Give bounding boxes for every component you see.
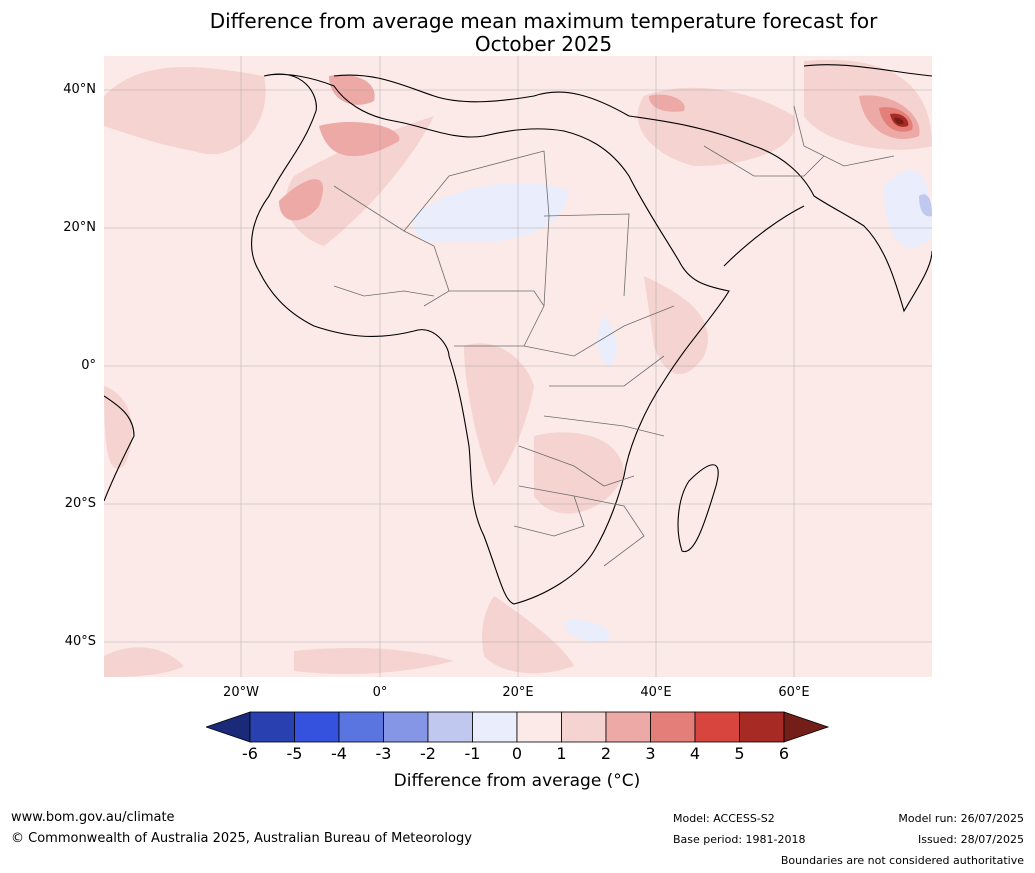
colorbar-tick-label: 0 bbox=[511, 744, 523, 763]
lat-label-20n: 20°N bbox=[63, 220, 96, 235]
forecast-map bbox=[104, 56, 932, 677]
colorbar-tick-label: 2 bbox=[600, 744, 612, 763]
colorbar-cell bbox=[472, 711, 518, 743]
colorbar-cell bbox=[427, 711, 473, 743]
colorbar-cell bbox=[294, 711, 340, 743]
title-line-2: October 2025 bbox=[474, 32, 613, 56]
lon-label-40e: 40°E bbox=[640, 685, 672, 700]
lat-label-40s: 40°S bbox=[64, 634, 96, 649]
colorbar-tick-label: 3 bbox=[645, 744, 656, 763]
lon-label-0: 0° bbox=[372, 685, 388, 700]
colorbar-label: Difference from average (°C) bbox=[393, 771, 641, 791]
map-gridlines bbox=[104, 56, 932, 677]
colorbar-tick-label: 1 bbox=[556, 744, 567, 763]
colorbar-extend-low bbox=[206, 711, 251, 743]
colorbar-cell bbox=[516, 711, 562, 743]
lat-label-20s: 20°S bbox=[64, 496, 96, 511]
colorbar-tick-label: -4 bbox=[331, 744, 347, 763]
colorbar-tick-label: 5 bbox=[734, 744, 745, 763]
colorbar bbox=[206, 711, 830, 743]
model-text: Model: ACCESS-S2 bbox=[673, 812, 775, 825]
copyright-text: © Commonwealth of Australia 2025, Austra… bbox=[11, 831, 472, 846]
colorbar-cell bbox=[338, 711, 384, 743]
lon-label-20e: 20°E bbox=[502, 685, 534, 700]
colorbar-tick-label: 4 bbox=[689, 744, 701, 763]
lon-label-60e: 60°E bbox=[778, 685, 810, 700]
colorbar-tick-label: -2 bbox=[420, 744, 436, 763]
lon-label-20w: 20°W bbox=[223, 685, 259, 700]
lat-label-0: 0° bbox=[81, 358, 96, 373]
title-line-1: Difference from average mean maximum tem… bbox=[209, 9, 878, 33]
colorbar-cell bbox=[249, 711, 295, 743]
colorbar-tick-label: 6 bbox=[778, 744, 790, 763]
colorbar-tick-label: -1 bbox=[464, 744, 481, 763]
colorbar-cell bbox=[561, 711, 607, 743]
colorbar-tick-label: -3 bbox=[375, 744, 392, 763]
coastlines bbox=[104, 64, 932, 605]
chart-title: Difference from average mean maximum tem… bbox=[0, 10, 1035, 56]
colorbar-tick-label: -6 bbox=[242, 744, 258, 763]
colorbar-cell bbox=[605, 711, 651, 743]
colorbar-cell bbox=[383, 711, 429, 743]
disclaimer-text: Boundaries are not considered authoritat… bbox=[780, 854, 1024, 867]
colorbar-cell bbox=[650, 711, 696, 743]
issued-text: Issued: 28/07/2025 bbox=[917, 833, 1024, 846]
country-borders bbox=[333, 105, 895, 567]
map-graphic bbox=[104, 56, 932, 677]
base-period-text: Base period: 1981-2018 bbox=[673, 833, 806, 846]
colorbar-extend-high bbox=[783, 711, 830, 743]
colorbar-cell bbox=[739, 711, 785, 743]
colorbar-cells bbox=[206, 711, 830, 743]
website-link[interactable]: www.bom.gov.au/climate bbox=[11, 810, 175, 825]
model-run-text: Model run: 26/07/2025 bbox=[898, 812, 1024, 825]
colorbar-tick-label: -5 bbox=[286, 744, 303, 763]
colorbar-cell bbox=[694, 711, 740, 743]
lat-label-40n: 40°N bbox=[63, 82, 96, 97]
